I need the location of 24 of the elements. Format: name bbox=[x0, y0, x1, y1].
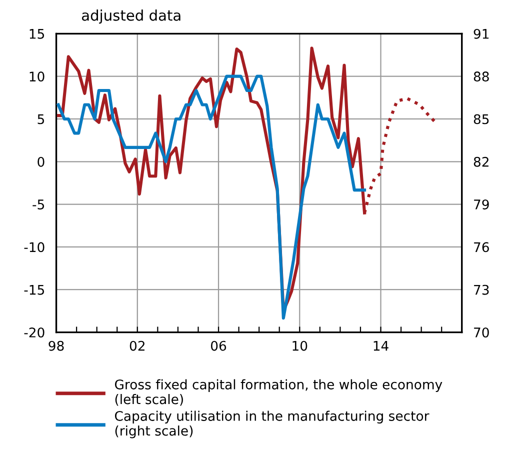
x-tick-label: 14 bbox=[374, 341, 388, 351]
x-tick-label: 98 bbox=[48, 340, 64, 351]
y2-tick-label: 70 bbox=[474, 327, 489, 338]
y2-tick-label: 82 bbox=[474, 156, 488, 167]
y2-tick-label: 79 bbox=[474, 200, 489, 210]
y-tick-label: 15 bbox=[30, 29, 44, 39]
y-tick-label: -20 bbox=[24, 327, 44, 338]
y2-tick-label: 88 bbox=[474, 72, 489, 82]
y-tick-label: -10 bbox=[24, 242, 44, 252]
y2-tick-label: 73 bbox=[474, 284, 489, 295]
y-tick-label: 0 bbox=[38, 156, 44, 167]
y-tick-label: 5 bbox=[38, 114, 44, 124]
y2-tick-label: 91 bbox=[474, 28, 489, 39]
y2-tick-label: 85 bbox=[474, 114, 489, 124]
y-tick-label: -15 bbox=[24, 285, 44, 295]
x-tick-label: 02 bbox=[130, 340, 144, 351]
legend-label: Gross fixed capital formation, the whole economy (left scale) bbox=[114, 379, 442, 406]
y-tick-label: -5 bbox=[32, 200, 44, 210]
legend-label: Capacity utilisation in the manufacturing sector (right scale) bbox=[114, 410, 430, 438]
x-tick-label: 06 bbox=[210, 340, 226, 351]
chart-title: adjusted data bbox=[82, 10, 180, 24]
x-tick-label: 10 bbox=[292, 340, 308, 351]
y-tick-label: 10 bbox=[30, 72, 44, 82]
y2-tick-label: 76 bbox=[474, 242, 489, 252]
